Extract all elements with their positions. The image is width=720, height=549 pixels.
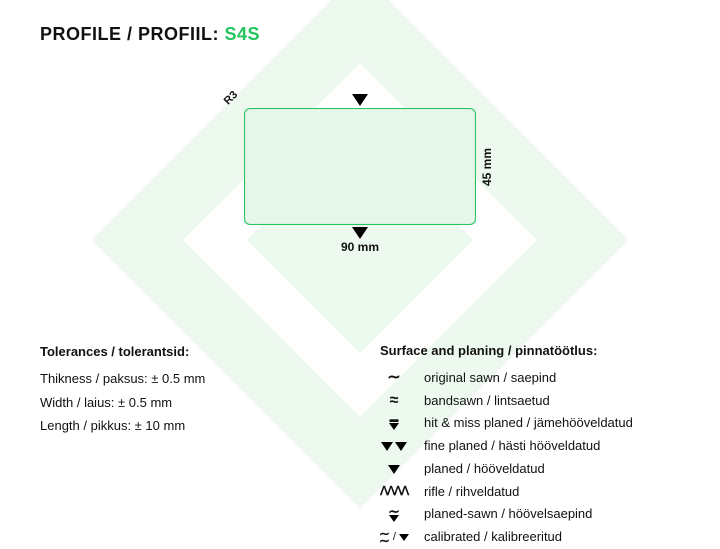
double-tilde-icon: ≈ <box>380 396 408 406</box>
corner-radius-label: R3 <box>222 89 240 107</box>
legend-label: bandsawn / lintsaetud <box>424 390 550 413</box>
tolerances-heading: Tolerances / tolerantsid: <box>40 340 205 363</box>
legend-row: ᐱᐱᐱᐱ rifle / rihveldatud <box>380 481 633 504</box>
legend-row: fine planed / hästi hööveldatud <box>380 435 633 458</box>
legend-heading: Surface and planing / pinnatöötlus: <box>380 340 633 363</box>
planed-sawn-icon: ∼ <box>380 507 408 522</box>
planed-icon <box>380 465 408 474</box>
profile-figure: R3 90 mm 45 mm <box>244 108 476 225</box>
legend-row: planed / hööveldatud <box>380 458 633 481</box>
page-title: PROFILE / PROFIIL: S4S <box>40 24 260 45</box>
legend-row: ∼ original sawn / saepind <box>380 367 633 390</box>
legend-label: planed / hööveldatud <box>424 458 545 481</box>
legend-row: ∼ planed-sawn / höövelsaepind <box>380 503 633 526</box>
legend-label: fine planed / hästi hööveldatud <box>424 435 600 458</box>
legend-label: hit & miss planed / jämehööveldatud <box>424 412 633 435</box>
tolerance-line: Thikness / paksus: ± 0.5 mm <box>40 367 205 390</box>
legend-row: ▬ hit & miss planed / jämehööveldatud <box>380 412 633 435</box>
rifle-icon: ᐱᐱᐱᐱ <box>380 481 408 502</box>
legend-label: planed-sawn / höövelsaepind <box>424 503 592 526</box>
calibrated-icon: ∼∼/ <box>380 528 408 547</box>
title-prefix: PROFILE / PROFIIL: <box>40 24 219 44</box>
fine-planed-icon <box>380 442 408 451</box>
legend-row: ∼∼/ calibrated / kalibreeritud <box>380 526 633 549</box>
legend-label: calibrated / kalibreeritud <box>424 526 562 549</box>
hit-miss-icon: ▬ <box>380 417 408 429</box>
legend-row: ≈ bandsawn / lintsaetud <box>380 390 633 413</box>
tilde-icon: ∼ <box>380 373 408 383</box>
legend-label: rifle / rihveldatud <box>424 481 519 504</box>
tolerance-line: Width / laius: ± 0.5 mm <box>40 391 205 414</box>
height-dimension: 45 mm <box>480 147 494 185</box>
profile-cross-section <box>244 108 476 225</box>
tolerance-line: Length / pikkus: ± 10 mm <box>40 414 205 437</box>
width-dimension: 90 mm <box>341 240 379 254</box>
planed-mark-top-icon <box>352 94 368 106</box>
tolerances-block: Tolerances / tolerantsid: Thikness / pak… <box>40 340 205 438</box>
legend-label: original sawn / saepind <box>424 367 556 390</box>
surface-legend: Surface and planing / pinnatöötlus: ∼ or… <box>380 340 633 549</box>
planed-mark-bottom-icon <box>352 227 368 239</box>
profile-code: S4S <box>225 24 261 44</box>
